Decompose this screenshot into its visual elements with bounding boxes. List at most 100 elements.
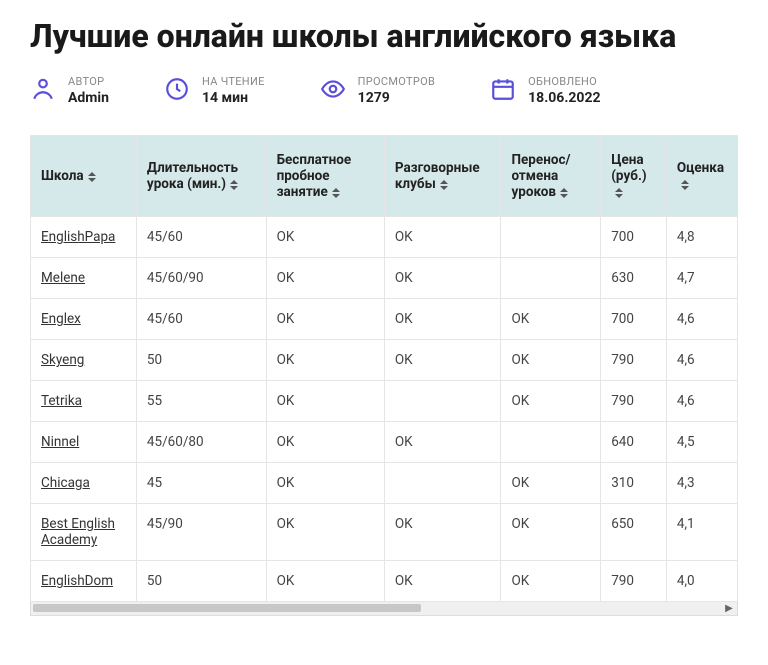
table-row: Tetrika55OKOK7904,6 <box>31 381 738 422</box>
cell-reschedule: OK <box>501 504 601 561</box>
meta-readtime-value: 14 мин <box>202 89 265 107</box>
table-row: Englex45/60OKOKOK7004,6 <box>31 299 738 340</box>
cell-school: Melene <box>31 258 136 299</box>
meta-updated-label: ОБНОВЛЕНО <box>528 75 600 89</box>
school-link[interactable]: EnglishPapa <box>41 229 115 245</box>
table-row: Ninnel45/60/80OKOK6404,5 <box>31 422 738 463</box>
sort-icon <box>681 180 693 190</box>
cell-price: 790 <box>601 561 667 602</box>
cell-duration: 45/90 <box>136 504 266 561</box>
cell-duration: 45/60 <box>136 299 266 340</box>
cell-school: Ninnel <box>31 422 136 463</box>
sort-icon <box>615 188 627 198</box>
cell-clubs: OK <box>384 340 501 381</box>
cell-trial: OK <box>266 504 384 561</box>
school-link[interactable]: EnglishDom <box>41 573 113 589</box>
cell-duration: 50 <box>136 340 266 381</box>
cell-duration: 50 <box>136 561 266 602</box>
meta-views-label: ПРОСМОТРОВ <box>358 75 435 89</box>
horizontal-scrollbar[interactable]: ▶ <box>30 602 738 616</box>
meta-views: ПРОСМОТРОВ 1279 <box>320 75 435 107</box>
table-row: EnglishDom50OKOKOK7904,0 <box>31 561 738 602</box>
col-rating[interactable]: Оценка <box>666 136 737 217</box>
cell-clubs: OK <box>384 217 501 258</box>
cell-rating: 4,6 <box>666 381 737 422</box>
calendar-icon <box>490 76 516 106</box>
school-link[interactable]: Best English Academy <box>41 516 115 548</box>
cell-clubs: OK <box>384 299 501 340</box>
cell-trial: OK <box>266 258 384 299</box>
col-clubs[interactable]: Разговорные клубы <box>384 136 501 217</box>
meta-author-value: Admin <box>68 89 109 107</box>
table-header-row: Школа Длительность урока (мин.) Бесплатн… <box>31 136 738 217</box>
cell-school: Englex <box>31 299 136 340</box>
user-icon <box>30 76 56 106</box>
cell-school: EnglishDom <box>31 561 136 602</box>
cell-duration: 45/60/80 <box>136 422 266 463</box>
col-duration[interactable]: Длительность урока (мин.) <box>136 136 266 217</box>
cell-rating: 4,6 <box>666 299 737 340</box>
cell-trial: OK <box>266 299 384 340</box>
cell-duration: 45 <box>136 463 266 504</box>
school-link[interactable]: Tetrika <box>41 393 82 409</box>
meta-updated: ОБНОВЛЕНО 18.06.2022 <box>490 75 600 107</box>
cell-clubs: OK <box>384 504 501 561</box>
meta-author-label: АВТОР <box>68 75 109 89</box>
school-link[interactable]: Melene <box>41 270 85 286</box>
school-link[interactable]: Englex <box>41 311 81 327</box>
sort-icon <box>88 172 100 182</box>
cell-price: 640 <box>601 422 667 463</box>
meta-readtime: НА ЧТЕНИЕ 14 мин <box>164 75 265 107</box>
cell-price: 650 <box>601 504 667 561</box>
school-link[interactable]: Chicaga <box>41 475 90 491</box>
cell-reschedule <box>501 217 601 258</box>
cell-reschedule <box>501 422 601 463</box>
cell-reschedule: OK <box>501 561 601 602</box>
table-row: Best English Academy45/90OKOKOK6504,1 <box>31 504 738 561</box>
meta-author: АВТОР Admin <box>30 75 109 107</box>
cell-school: Tetrika <box>31 381 136 422</box>
cell-trial: OK <box>266 561 384 602</box>
col-school[interactable]: Школа <box>31 136 136 217</box>
cell-duration: 45/60/90 <box>136 258 266 299</box>
cell-price: 630 <box>601 258 667 299</box>
cell-clubs: OK <box>384 258 501 299</box>
cell-rating: 4,6 <box>666 340 737 381</box>
cell-rating: 4,3 <box>666 463 737 504</box>
cell-reschedule: OK <box>501 381 601 422</box>
school-link[interactable]: Ninnel <box>41 434 79 450</box>
cell-rating: 4,0 <box>666 561 737 602</box>
page-title: Лучшие онлайн школы английского языка <box>30 18 738 55</box>
cell-trial: OK <box>266 340 384 381</box>
schools-table: Школа Длительность урока (мин.) Бесплатн… <box>31 136 738 602</box>
schools-table-wrap: Школа Длительность урока (мин.) Бесплатн… <box>30 135 738 602</box>
cell-rating: 4,7 <box>666 258 737 299</box>
eye-icon <box>320 76 346 106</box>
cell-price: 700 <box>601 299 667 340</box>
cell-reschedule: OK <box>501 299 601 340</box>
sort-icon <box>440 180 452 190</box>
cell-clubs: OK <box>384 561 501 602</box>
sort-icon <box>230 180 242 190</box>
col-reschedule[interactable]: Перенос/отмена уроков <box>501 136 601 217</box>
cell-school: Skyeng <box>31 340 136 381</box>
cell-reschedule <box>501 258 601 299</box>
cell-trial: OK <box>266 217 384 258</box>
cell-school: EnglishPapa <box>31 217 136 258</box>
cell-rating: 4,1 <box>666 504 737 561</box>
col-price[interactable]: Цена (руб.) <box>601 136 667 217</box>
table-row: Skyeng50OKOKOK7904,6 <box>31 340 738 381</box>
cell-reschedule: OK <box>501 340 601 381</box>
col-trial[interactable]: Бесплатное пробное занятие <box>266 136 384 217</box>
scroll-right-icon: ▶ <box>723 603 735 614</box>
cell-price: 700 <box>601 217 667 258</box>
cell-price: 790 <box>601 381 667 422</box>
school-link[interactable]: Skyeng <box>41 352 84 368</box>
cell-trial: OK <box>266 463 384 504</box>
table-row: Melene45/60/90OKOK6304,7 <box>31 258 738 299</box>
sort-icon <box>560 188 572 198</box>
cell-school: Best English Academy <box>31 504 136 561</box>
cell-duration: 55 <box>136 381 266 422</box>
cell-clubs <box>384 463 501 504</box>
meta-bar: АВТОР Admin НА ЧТЕНИЕ 14 мин ПРОСМОТРОВ … <box>30 75 738 107</box>
